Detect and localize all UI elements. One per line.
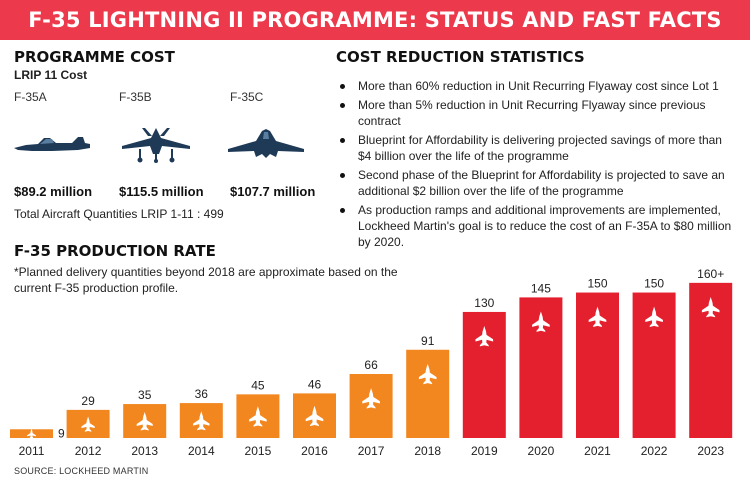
price-f35a: $89.2 million bbox=[14, 184, 93, 199]
jet-icon bbox=[81, 416, 95, 432]
bullet-icon bbox=[340, 138, 345, 143]
variant-name-f35b: F-35B bbox=[119, 90, 152, 104]
jet-icon bbox=[136, 412, 153, 431]
f35a-side-view-icon bbox=[14, 137, 90, 151]
year-tick-label: 2018 bbox=[414, 444, 441, 458]
cost-reduction-list: More than 60% reduction in Unit Recurrin… bbox=[338, 78, 738, 253]
source-credit: SOURCE: LOCKHEED MARTIN bbox=[14, 466, 149, 476]
year-tick-label: 2012 bbox=[75, 444, 102, 458]
year-tick-label: 2020 bbox=[528, 444, 555, 458]
variant-name-f35a: F-35A bbox=[14, 90, 47, 104]
year-tick-label: 2017 bbox=[358, 444, 385, 458]
bullet-icon bbox=[340, 84, 345, 89]
list-item-text: As production ramps and additional impro… bbox=[358, 203, 732, 249]
total-aircraft-quantity: Total Aircraft Quantities LRIP 1-11 : 49… bbox=[14, 207, 224, 221]
production-rate-title: F-35 PRODUCTION RATE bbox=[14, 242, 216, 260]
year-tick-label: 2022 bbox=[641, 444, 668, 458]
value-label: 160+ bbox=[697, 267, 724, 281]
jet-icon bbox=[475, 326, 494, 347]
jet-icon bbox=[532, 311, 550, 332]
programme-cost-subtitle: LRIP 11 Cost bbox=[14, 68, 88, 82]
value-label: 45 bbox=[251, 378, 265, 392]
jet-icon bbox=[305, 405, 324, 427]
value-label: 91 bbox=[421, 334, 435, 348]
year-tick-label: 2016 bbox=[301, 444, 328, 458]
year-tick-label: 2021 bbox=[584, 444, 611, 458]
list-item-text: More than 5% reduction in Unit Recurring… bbox=[358, 98, 706, 128]
jet-icon bbox=[645, 306, 663, 327]
f35b-front-view-icon bbox=[122, 128, 190, 163]
list-item-text: Second phase of the Blueprint for Afford… bbox=[358, 168, 725, 198]
value-label: 150 bbox=[587, 277, 607, 291]
list-item: More than 5% reduction in Unit Recurring… bbox=[338, 97, 738, 129]
year-tick-label: 2014 bbox=[188, 444, 215, 458]
price-f35c: $107.7 million bbox=[230, 184, 316, 199]
variant-name-f35c: F-35C bbox=[230, 90, 264, 104]
programme-cost-title: PROGRAMME COST bbox=[14, 48, 175, 66]
jet-icon bbox=[418, 363, 437, 385]
value-label: 66 bbox=[364, 358, 378, 372]
list-item: Blueprint for Affordability is deliverin… bbox=[338, 132, 738, 164]
value-label: 130 bbox=[474, 296, 494, 310]
bullet-icon bbox=[340, 103, 345, 108]
list-item: More than 60% reduction in Unit Recurrin… bbox=[338, 78, 738, 94]
jet-icon bbox=[701, 296, 720, 318]
year-tick-label: 2015 bbox=[245, 444, 272, 458]
jet-icon bbox=[27, 428, 36, 439]
list-item-text: Blueprint for Affordability is deliverin… bbox=[358, 133, 722, 163]
value-label: 46 bbox=[308, 377, 322, 391]
list-item: As production ramps and additional impro… bbox=[338, 202, 738, 250]
bullet-icon bbox=[340, 173, 345, 178]
year-tick-label: 2019 bbox=[471, 444, 498, 458]
value-label: 36 bbox=[195, 387, 209, 401]
list-item-text: More than 60% reduction in Unit Recurrin… bbox=[358, 79, 719, 93]
value-label: 150 bbox=[644, 277, 664, 291]
year-tick-label: 2013 bbox=[131, 444, 158, 458]
year-tick-label: 2011 bbox=[19, 444, 45, 458]
jet-icon bbox=[249, 406, 267, 427]
bar-2018 bbox=[406, 349, 450, 438]
price-f35b: $115.5 million bbox=[119, 184, 204, 199]
list-item: Second phase of the Blueprint for Afford… bbox=[338, 167, 738, 199]
jet-icon bbox=[193, 411, 210, 431]
value-label: 35 bbox=[138, 388, 152, 402]
f35c-top-view-icon bbox=[228, 129, 304, 158]
jet-icon bbox=[362, 388, 380, 409]
value-label: 29 bbox=[81, 394, 95, 408]
jet-icon bbox=[588, 306, 607, 327]
cost-reduction-title: COST REDUCTION STATISTICS bbox=[336, 48, 585, 66]
value-label: 145 bbox=[531, 281, 551, 295]
value-label: 9 bbox=[58, 427, 65, 441]
production-rate-note: *Planned delivery quantities beyond 2018… bbox=[14, 265, 398, 295]
page-banner-title: F-35 LIGHTNING II PROGRAMME: STATUS AND … bbox=[0, 0, 750, 40]
year-tick-label: 2023 bbox=[697, 444, 724, 458]
bullet-icon bbox=[340, 208, 345, 213]
